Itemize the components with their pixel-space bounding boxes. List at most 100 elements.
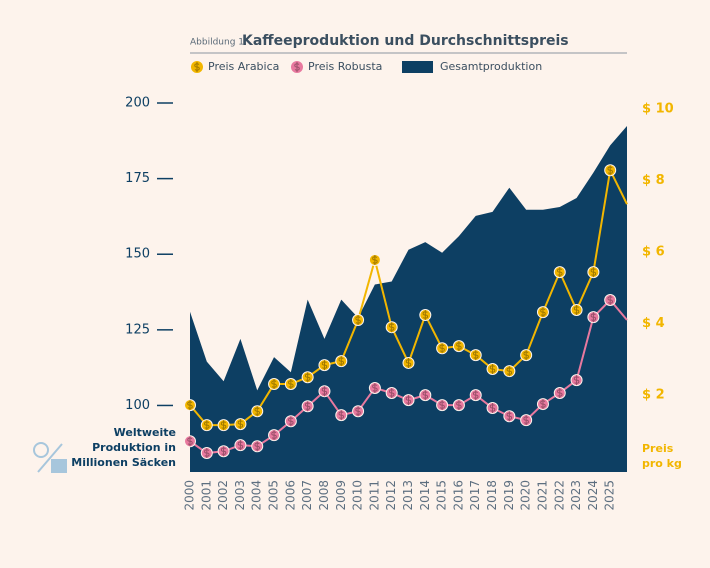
marker-dot <box>436 399 449 412</box>
marker <box>604 294 617 307</box>
marker-glyph <box>422 310 429 321</box>
marker-glyph <box>194 62 200 72</box>
marker-dot <box>251 440 264 453</box>
marker <box>318 385 331 398</box>
y-tick-label: 125 <box>125 322 150 337</box>
legend-swatch <box>291 61 303 73</box>
marker-dot <box>284 378 297 391</box>
marker-dot <box>368 253 381 266</box>
marker <box>251 405 264 418</box>
marker <box>368 253 381 266</box>
marker <box>419 309 432 322</box>
marker-glyph <box>540 399 546 410</box>
marker-glyph <box>321 386 328 397</box>
marker <box>402 356 415 369</box>
marker <box>200 419 213 432</box>
x-tick-label: 2025 <box>603 480 617 511</box>
marker-dot <box>335 355 348 368</box>
x-tick-label: 2017 <box>468 480 482 511</box>
marker-glyph <box>439 343 445 354</box>
marker-dot <box>520 349 533 362</box>
marker-dot <box>419 389 432 402</box>
marker <box>503 410 516 423</box>
marker-glyph <box>254 406 260 417</box>
x-tick-label: 2002 <box>216 480 230 511</box>
marker-glyph <box>540 307 546 318</box>
marker <box>536 398 549 411</box>
chart-title: Kaffeeproduktion und Durchschnittspreis <box>242 33 569 49</box>
marker-dot <box>184 399 196 412</box>
marker-glyph <box>557 267 563 278</box>
marker <box>251 440 264 453</box>
marker-dot <box>268 429 281 442</box>
x-tick-label: 2009 <box>334 480 348 511</box>
marker <box>217 445 230 458</box>
marker-dot <box>200 419 213 432</box>
marker-glyph <box>304 401 311 412</box>
marker-dot <box>352 405 365 418</box>
marker-glyph <box>573 375 580 386</box>
marker <box>385 386 398 399</box>
x-tick-label: 2020 <box>519 480 533 511</box>
marker <box>284 415 297 428</box>
marker <box>268 429 281 442</box>
legend-item: Preis Robusta <box>291 60 382 73</box>
x-tick-label: 2011 <box>367 480 381 511</box>
marker-glyph <box>439 400 445 411</box>
marker-glyph <box>271 430 277 441</box>
marker-glyph <box>355 315 361 326</box>
x-tick-label: 2023 <box>569 480 583 511</box>
marker <box>503 365 516 378</box>
legend-item: Preis Arabica <box>191 60 279 73</box>
legend-label: Gesamtproduktion <box>440 60 542 73</box>
marker <box>452 399 465 412</box>
marker <box>217 419 230 432</box>
legend-item: Gesamtproduktion <box>402 60 542 73</box>
marker-dot <box>234 439 247 452</box>
marker <box>402 394 415 407</box>
marker-dot <box>570 374 583 387</box>
marker <box>284 378 297 391</box>
y2-tick-label: $ 2 <box>642 388 665 403</box>
y2-tick-label: $ 8 <box>642 173 665 188</box>
marker-dot <box>352 314 365 327</box>
marker-dot <box>587 266 600 279</box>
marker-glyph <box>472 390 479 401</box>
marker-glyph <box>489 364 496 375</box>
marker-glyph <box>472 350 479 361</box>
marker-glyph <box>220 420 227 431</box>
y-tick-label: 100 <box>125 398 150 413</box>
marker <box>184 435 196 448</box>
marker <box>368 381 381 394</box>
y2-tick-label: $ 10 <box>642 102 674 117</box>
marker <box>335 355 348 368</box>
marker-glyph <box>338 356 345 367</box>
marker-dot <box>268 378 281 391</box>
x-tick-label: 2019 <box>502 480 516 511</box>
marker-glyph <box>405 395 412 406</box>
marker-dot <box>402 394 415 407</box>
marker-glyph <box>288 416 294 427</box>
marker-dot <box>469 349 482 362</box>
marker-dot <box>587 311 600 324</box>
marker-dot <box>335 409 348 422</box>
marker <box>486 363 499 376</box>
figure-label: Abbildung 1: <box>190 38 247 48</box>
marker-dot <box>217 419 230 432</box>
marker-dot <box>486 401 499 414</box>
marker-glyph <box>590 312 597 323</box>
x-tick-label: 2013 <box>401 480 415 511</box>
y2-axis-label: Preis <box>642 442 674 455</box>
marker <box>268 378 281 391</box>
marker <box>570 374 583 387</box>
x-tick-label: 2006 <box>283 480 297 511</box>
marker-glyph <box>254 441 260 452</box>
marker-dot <box>604 294 617 307</box>
marker-dot <box>200 447 213 460</box>
marker-glyph <box>372 382 378 393</box>
x-tick-label: 2005 <box>267 480 281 511</box>
marker <box>604 164 617 177</box>
marker <box>469 349 482 362</box>
x-tick-label: 2022 <box>552 480 566 511</box>
x-tick-label: 2001 <box>199 480 213 511</box>
